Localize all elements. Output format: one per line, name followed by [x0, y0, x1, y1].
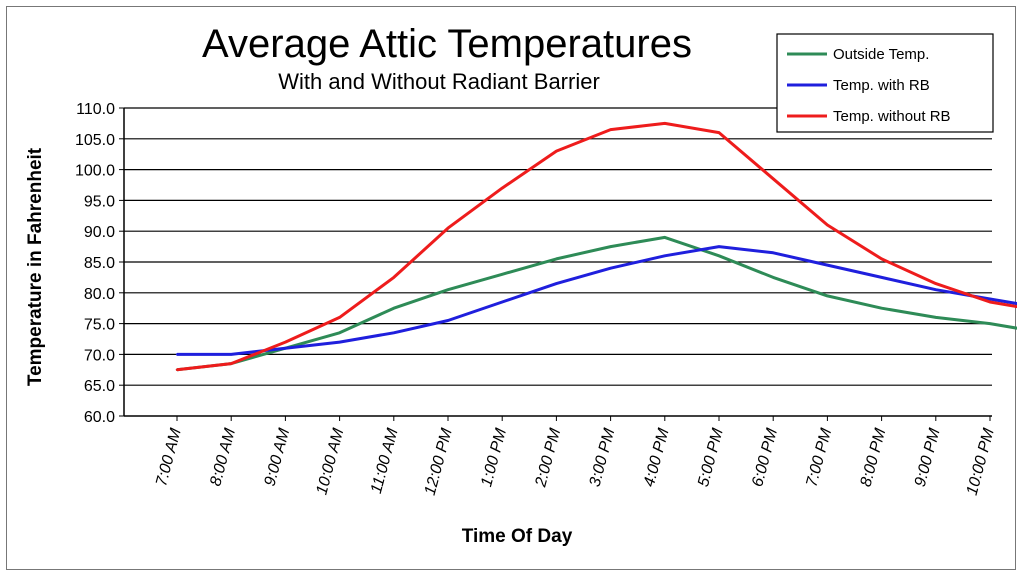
x-tick-label: 12:00 PM — [422, 426, 456, 497]
legend: Outside Temp. Temp. with RB Temp. without … — [776, 33, 994, 133]
data-point — [826, 223, 829, 227]
data-point — [501, 186, 504, 190]
x-tick-label: 4:00 PM — [641, 426, 673, 489]
y-tick-label: 95.0 — [84, 193, 115, 210]
data-point — [988, 300, 992, 304]
data-point — [988, 297, 992, 301]
data-point — [934, 316, 937, 319]
data-point — [392, 307, 395, 310]
data-point — [717, 245, 721, 248]
data-point — [663, 236, 666, 239]
data-point — [446, 319, 450, 322]
data-point — [772, 276, 775, 279]
data-point — [826, 263, 829, 267]
data-point — [392, 331, 395, 335]
x-tick-label: 8:00 AM — [207, 426, 239, 488]
y-tick-label: 80.0 — [84, 286, 115, 303]
x-axis-label: Time Of Day — [462, 526, 573, 547]
y-tick-label: 105.0 — [75, 132, 115, 149]
y-tick-label: 90.0 — [84, 224, 115, 241]
data-point — [446, 288, 450, 291]
data-point — [501, 300, 504, 304]
data-point — [392, 276, 395, 279]
data-point — [934, 288, 937, 291]
data-point — [501, 273, 504, 276]
data-point — [555, 282, 558, 285]
data-point — [230, 353, 233, 356]
x-axis-ticks: 7:00 AM 8:00 AM 9:00 AM 10:00 AM 11:00 AM 12:… — [153, 416, 998, 497]
legend-label: Outside Temp. — [833, 46, 929, 63]
data-point — [230, 362, 233, 365]
data-point — [446, 226, 450, 230]
data-point — [717, 131, 721, 134]
y-tick-label: 65.0 — [84, 378, 115, 395]
y-tick-label: 75.0 — [84, 317, 115, 334]
y-tick-label: 60.0 — [84, 409, 115, 426]
data-point — [175, 353, 179, 356]
data-point — [175, 368, 179, 371]
y-tick-label: 70.0 — [84, 347, 115, 364]
y-axis-ticks: 60.0 65.0 70.0 75.0 80.0 85.0 90.0 95.0 100.0 105… — [75, 101, 124, 426]
data-point — [772, 251, 775, 254]
line-chart: Average Attic Temperatures With and With… — [25, 22, 1017, 547]
x-tick-label: 9:00 PM — [912, 426, 944, 489]
legend-label: Temp. without RB — [833, 108, 951, 125]
x-tick-label: 10:00 AM — [313, 426, 347, 497]
chart-frame: Average Attic Temperatures With and With… — [6, 6, 1017, 570]
series-lines — [175, 121, 1017, 372]
y-tick-label: 110.0 — [76, 101, 115, 118]
data-point — [338, 331, 341, 335]
x-tick-label: 10:00 PM — [964, 426, 998, 497]
x-tick-label: 5:00 PM — [695, 426, 727, 489]
y-tick-label: 85.0 — [84, 255, 115, 272]
data-point — [880, 307, 883, 310]
legend-label: Temp. with RB — [833, 77, 930, 94]
chart-subtitle: With and Without Radiant Barrier — [278, 69, 600, 94]
data-point — [880, 257, 883, 261]
y-tick-label: 100.0 — [75, 163, 115, 180]
data-point — [772, 177, 775, 181]
data-point — [717, 254, 721, 258]
data-point — [934, 282, 937, 285]
series-line — [176, 235, 1017, 372]
x-tick-label: 8:00 PM — [858, 426, 890, 489]
data-point — [826, 294, 829, 298]
data-point — [338, 316, 341, 319]
data-point — [284, 347, 287, 350]
data-point — [555, 257, 558, 261]
data-point — [338, 340, 341, 344]
y-axis-label: Temperature in Fahrenheit — [25, 147, 46, 386]
data-point — [284, 340, 287, 344]
data-point — [609, 245, 612, 248]
x-tick-label: 2:00 PM — [532, 426, 564, 490]
x-tick-label: 7:00 PM — [803, 426, 835, 489]
data-point — [555, 149, 558, 153]
x-tick-label: 7:00 AM — [153, 426, 185, 488]
series-line — [176, 121, 1017, 372]
data-point — [880, 276, 883, 279]
data-point — [609, 128, 612, 131]
data-point — [609, 266, 612, 270]
x-tick-label: 11:00 AM — [368, 426, 402, 495]
x-tick-label: 6:00 PM — [749, 426, 781, 489]
x-tick-label: 9:00 AM — [262, 426, 294, 488]
axes — [123, 108, 992, 417]
x-tick-label: 1:00 PM — [478, 426, 510, 489]
data-point — [663, 122, 666, 125]
data-point — [988, 322, 992, 325]
x-tick-label: 3:00 PM — [587, 426, 619, 489]
chart-title: Average Attic Temperatures — [202, 22, 692, 66]
data-point — [663, 254, 666, 258]
